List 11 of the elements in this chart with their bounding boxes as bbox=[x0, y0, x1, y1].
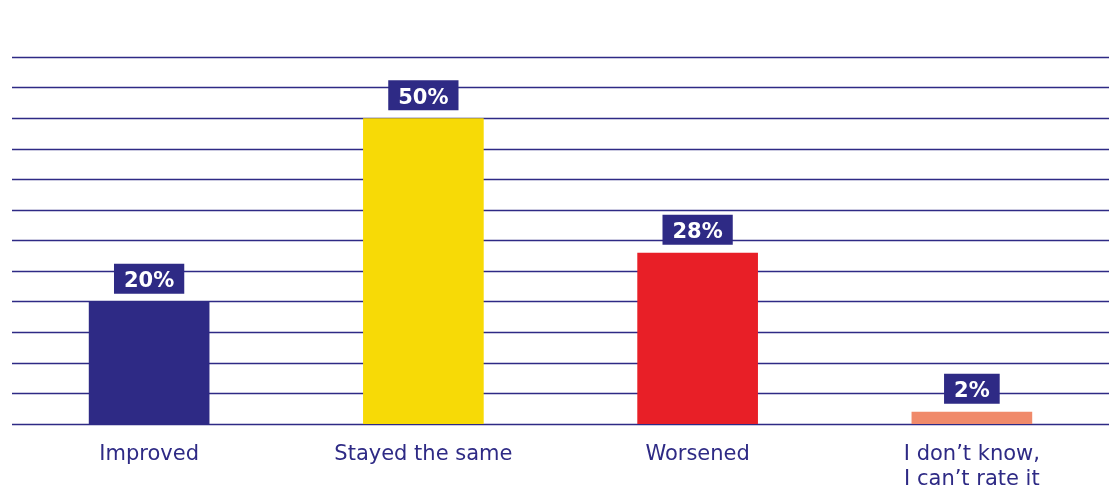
bar bbox=[637, 252, 758, 424]
x-tick-label: Worsened bbox=[645, 440, 750, 465]
data-label: 28% bbox=[672, 219, 723, 244]
bar bbox=[911, 411, 1033, 424]
x-tick-label: I don’t know, I can’t rate it bbox=[903, 440, 1040, 490]
data-label: 20% bbox=[123, 268, 175, 293]
x-tick-label: Stayed the same bbox=[334, 440, 513, 465]
data-label: 50% bbox=[398, 84, 449, 109]
data-label: 2% bbox=[954, 378, 990, 403]
bar bbox=[363, 118, 484, 424]
x-tick-label: Improved bbox=[99, 440, 199, 465]
